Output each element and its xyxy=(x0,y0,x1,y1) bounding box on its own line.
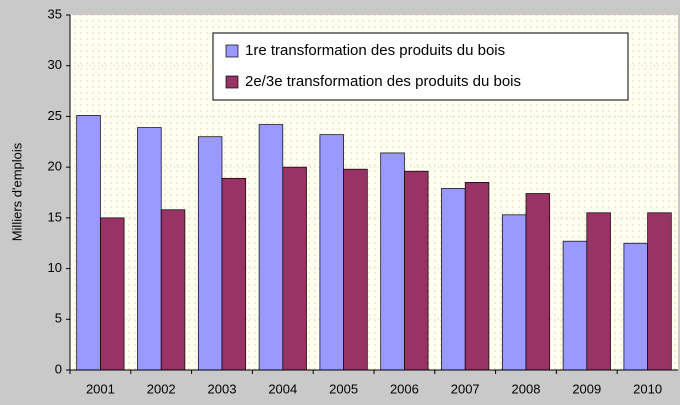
legend-swatch xyxy=(225,75,239,89)
bar xyxy=(160,209,186,371)
bar xyxy=(197,136,223,371)
y-tick-label: 30 xyxy=(48,57,62,72)
y-tick-label: 20 xyxy=(48,159,62,174)
bar xyxy=(258,124,284,371)
y-tick-label: 10 xyxy=(48,260,62,275)
legend-label: 1re transformation des produits du bois xyxy=(245,42,505,59)
x-tick-label: 2005 xyxy=(329,381,358,396)
legend-label: 2e/3e transformation des produits du boi… xyxy=(245,73,521,90)
bar xyxy=(76,115,101,371)
bar xyxy=(137,127,162,371)
x-tick-label: 2001 xyxy=(86,381,115,396)
x-tick-label: 2007 xyxy=(451,381,480,396)
x-tick-label: 2002 xyxy=(147,381,176,396)
y-tick-label: 15 xyxy=(48,209,62,224)
bar xyxy=(647,212,672,371)
y-tick-label: 0 xyxy=(55,361,62,376)
y-tick-label: 35 xyxy=(48,6,62,21)
bar xyxy=(464,182,490,371)
bar xyxy=(525,193,551,371)
bar xyxy=(623,242,648,371)
bar xyxy=(501,214,527,371)
y-axis-label: Milliers d'emplois xyxy=(9,142,24,241)
y-tick-label: 25 xyxy=(48,108,62,123)
bar xyxy=(380,152,405,371)
x-tick-label: 2004 xyxy=(268,381,297,396)
bar xyxy=(221,177,247,371)
x-tick-label: 2008 xyxy=(512,381,541,396)
bar xyxy=(100,217,125,371)
bar xyxy=(404,170,429,371)
x-tick-label: 2010 xyxy=(633,381,662,396)
legend-box xyxy=(212,32,629,101)
bar xyxy=(441,188,466,371)
bar xyxy=(562,240,588,371)
x-tick-label: 2009 xyxy=(572,381,601,396)
bar xyxy=(282,166,307,371)
x-tick-label: 2003 xyxy=(208,381,237,396)
legend-swatch xyxy=(225,44,239,58)
bar xyxy=(343,168,368,371)
bar xyxy=(319,134,344,371)
x-tick-label: 2006 xyxy=(390,381,419,396)
bar xyxy=(586,212,611,371)
y-tick-label: 5 xyxy=(55,311,62,326)
